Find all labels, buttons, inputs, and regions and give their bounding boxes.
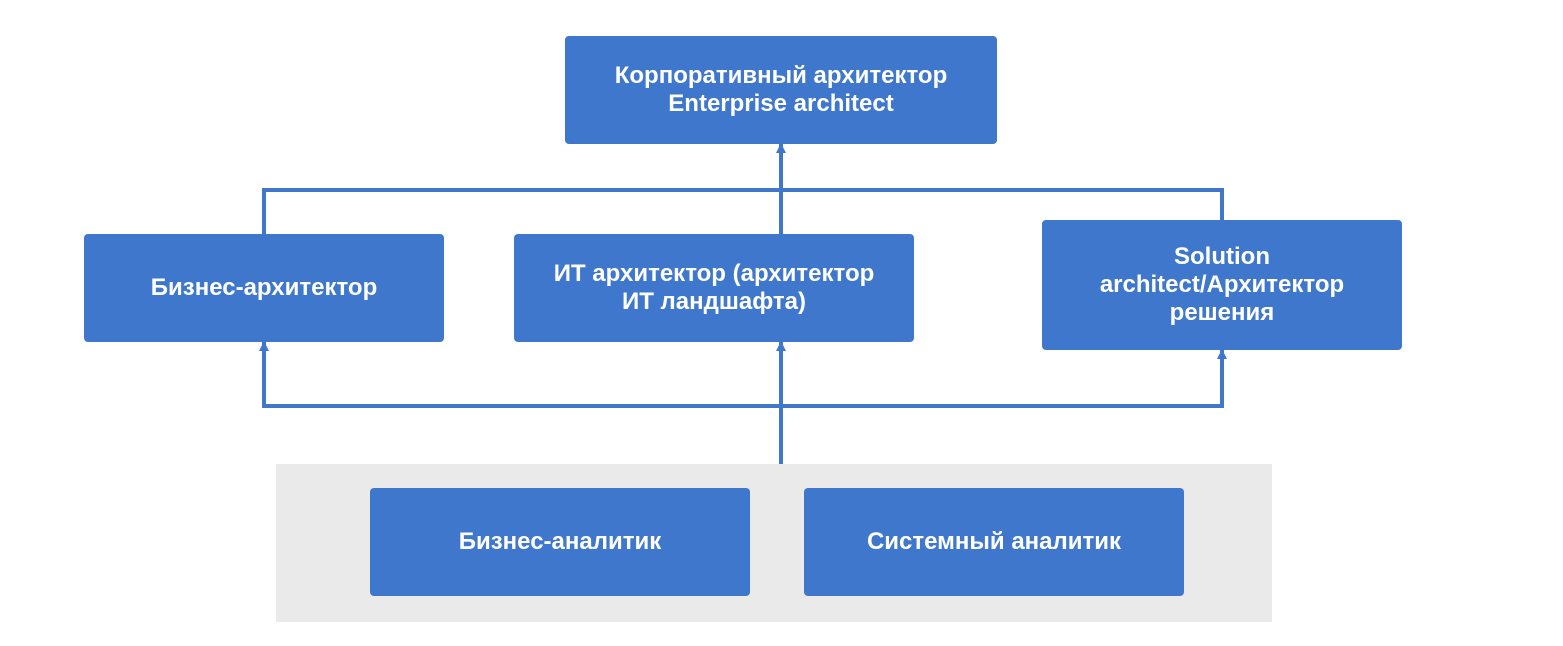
node-label: Solution (1100, 243, 1344, 271)
node-enterprise-architect: Корпоративный архитектор Enterprise arch… (565, 36, 997, 144)
node-label: Enterprise architect (615, 90, 947, 118)
node-label: ИТ архитектор (архитектор (554, 260, 875, 288)
node-label: Бизнес-аналитик (459, 528, 662, 556)
node-business-analyst: Бизнес-аналитик (370, 488, 750, 596)
node-label: Бизнес-архитектор (151, 274, 377, 302)
node-label: решения (1100, 299, 1344, 327)
node-system-analyst: Системный аналитик (804, 488, 1184, 596)
node-label: Корпоративный архитектор (615, 62, 947, 90)
diagram-canvas: Корпоративный архитектор Enterprise arch… (0, 0, 1563, 646)
node-label: ИТ ландшафта) (554, 288, 875, 316)
node-label: Системный аналитик (867, 528, 1121, 556)
node-label: architect/Архитектор (1100, 271, 1344, 299)
node-it-architect: ИТ архитектор (архитектор ИТ ландшафта) (514, 234, 914, 342)
node-business-architect: Бизнес-архитектор (84, 234, 444, 342)
node-solution-architect: Solution architect/Архитектор решения (1042, 220, 1402, 350)
